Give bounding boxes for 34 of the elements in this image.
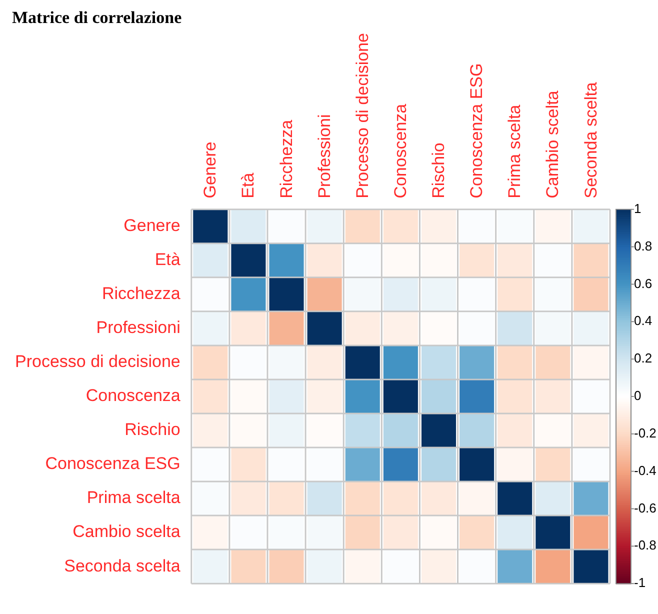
color-bar-label: 0.8 xyxy=(634,238,652,254)
y-tick-label: Prima scelta xyxy=(86,488,181,508)
y-tick-label: Conoscenza xyxy=(86,386,181,406)
y-tick-label: Seconda scelta xyxy=(64,556,181,576)
x-tick-label: Genere xyxy=(200,142,220,198)
x-tick-label: Processo di decisione xyxy=(352,32,372,198)
color-bar-label: -0.2 xyxy=(634,425,656,440)
y-tick-label: Processo di decisione xyxy=(14,352,180,372)
color-bar-label: -0.8 xyxy=(634,538,656,553)
chart-title: Matrice di correlazione xyxy=(12,8,182,27)
x-tick-label: Rischio xyxy=(429,142,448,198)
y-tick-label: Professioni xyxy=(96,318,180,338)
y-tick-label: Ricchezza xyxy=(102,284,181,304)
color-bar-label: -0.4 xyxy=(634,462,656,478)
color-bar-label: 0.2 xyxy=(634,350,652,366)
y-tick-label: Genere xyxy=(124,216,180,236)
x-tick-label: Età xyxy=(238,172,258,198)
x-tick-label: Conoscenza ESG xyxy=(467,63,486,198)
color-bar-label: 0.6 xyxy=(634,276,652,291)
color-bar-label: -0.6 xyxy=(634,500,656,516)
color-bar-label: 1 xyxy=(634,200,642,216)
x-tick-label: Cambio scelta xyxy=(543,90,562,198)
x-tick-label: Seconda scelta xyxy=(581,82,600,198)
color-bar-label: 0.4 xyxy=(634,313,652,328)
y-tick-label: Cambio scelta xyxy=(72,522,181,542)
color-bar-label: 0 xyxy=(634,388,642,404)
x-tick-label: Ricchezza xyxy=(276,119,296,198)
x-tick-label: Conoscenza xyxy=(390,103,410,198)
y-tick-label: Età xyxy=(154,250,181,270)
color-bar-label: -1 xyxy=(634,575,646,590)
x-tick-label: Prima scelta xyxy=(505,104,524,198)
y-tick-label: Conoscenza ESG xyxy=(45,454,180,474)
y-tick-label: Rischio xyxy=(124,420,180,440)
x-tick-label: Professioni xyxy=(314,114,334,198)
